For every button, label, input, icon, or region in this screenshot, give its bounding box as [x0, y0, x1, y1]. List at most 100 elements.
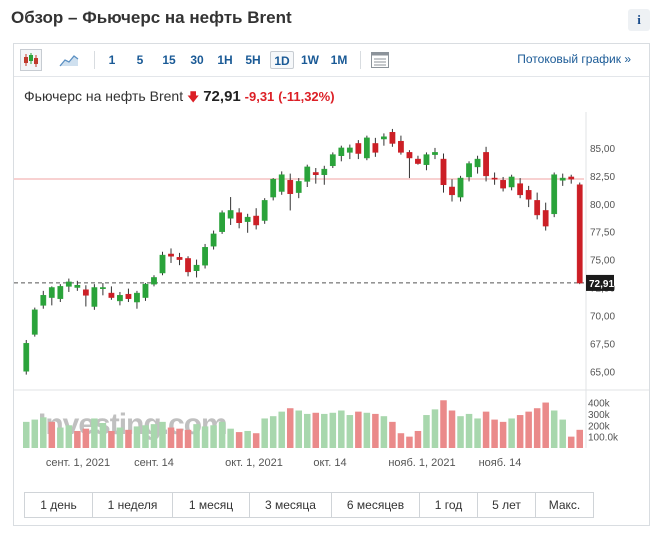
- current-price-badge: [586, 274, 614, 291]
- candle-body: [483, 152, 489, 177]
- volume-bar: [278, 411, 285, 448]
- volume-bar: [116, 427, 124, 448]
- volume-bar: [48, 421, 56, 448]
- candle-body: [193, 264, 200, 272]
- page-title: Обзор – Фьючерс на нефть Brent: [11, 8, 292, 27]
- candle-body: [372, 143, 379, 153]
- volume-bar: [576, 429, 583, 448]
- info-button[interactable]: i: [628, 9, 650, 31]
- period-1-month[interactable]: 1 месяц: [173, 493, 250, 517]
- volume-bar: [329, 412, 337, 448]
- volume-bar: [338, 410, 345, 448]
- period-1-week[interactable]: 1 неделя: [93, 493, 173, 517]
- volume-tick-label: 200k: [588, 421, 611, 432]
- volume-bar: [201, 426, 209, 448]
- candle-body: [381, 136, 387, 140]
- volume-bar: [542, 402, 549, 448]
- volume-bar: [397, 433, 405, 448]
- volume-bar: [218, 421, 226, 448]
- volume-bar: [465, 413, 473, 448]
- volume-bar: [389, 421, 396, 448]
- volume-bar: [31, 419, 39, 448]
- candle-body: [227, 210, 234, 219]
- volume-bar: [431, 409, 439, 448]
- volume-bar: [474, 418, 481, 448]
- timeframe-5[interactable]: 5: [136, 53, 144, 67]
- candle-body: [278, 174, 285, 192]
- volume-bar: [491, 419, 498, 448]
- candle-body: [82, 289, 89, 296]
- volume-bar: [414, 430, 422, 448]
- timeframe-30[interactable]: 30: [190, 53, 204, 67]
- timeframe-1d[interactable]: 1D: [270, 51, 294, 69]
- y-tick-label: 65,00: [590, 367, 615, 378]
- price-change: -9,31: [244, 89, 275, 104]
- candle-body: [551, 174, 558, 215]
- volume-bar: [235, 432, 243, 448]
- timeframe-1[interactable]: 1: [108, 53, 116, 67]
- volume-bar: [133, 426, 141, 448]
- volume-bar: [516, 415, 524, 448]
- volume-bar: [176, 428, 183, 448]
- volume-bar: [252, 433, 260, 448]
- volume-bar: [74, 430, 81, 448]
- period-max[interactable]: Макс.: [548, 498, 581, 512]
- volume-bar: [448, 410, 456, 448]
- timeframe-15[interactable]: 15: [162, 53, 176, 67]
- volume-bar: [23, 421, 30, 448]
- last-price: 72,91: [203, 88, 241, 105]
- period-1-day[interactable]: 1 день: [25, 493, 93, 517]
- timeframe-1w[interactable]: 1W: [301, 53, 319, 67]
- candle-body: [432, 152, 438, 155]
- period-3-months[interactable]: 3 месяца: [250, 493, 332, 517]
- candle-body: [338, 147, 345, 156]
- streaming-chart-link[interactable]: Потоковый график »: [517, 52, 631, 66]
- period-6-months[interactable]: 6 месяцев: [332, 493, 420, 517]
- volume-bar: [423, 415, 430, 448]
- timeframe-5h[interactable]: 5H: [245, 53, 261, 67]
- volume-bar: [150, 424, 158, 448]
- candle-body: [176, 257, 183, 260]
- candle-body: [440, 158, 447, 186]
- volume-bar: [244, 430, 251, 448]
- period-1-year[interactable]: 1 год: [420, 493, 478, 517]
- candle-body: [125, 293, 132, 299]
- candle-body: [449, 186, 455, 196]
- y-tick-label: 80,00: [590, 200, 615, 211]
- volume-bar: [65, 425, 73, 448]
- area-chart-icon[interactable]: [58, 49, 80, 71]
- volume-bar: [142, 425, 149, 448]
- volume-bar: [227, 428, 234, 448]
- y-tick-label: 82,50: [590, 172, 615, 183]
- price-chart[interactable]: 85,0082,5080,0077,5075,0072,5070,0067,50…: [14, 112, 649, 482]
- candle-body: [31, 309, 38, 335]
- volume-bar: [499, 421, 507, 448]
- candle-body: [48, 287, 55, 298]
- y-tick-label: 85,00: [590, 144, 615, 155]
- timeframe-1h[interactable]: 1H: [217, 53, 233, 67]
- candle-body: [40, 295, 47, 306]
- table-view-icon[interactable]: [369, 49, 391, 71]
- candle-body: [576, 184, 583, 284]
- volume-bar: [372, 413, 379, 448]
- candle-body: [312, 172, 319, 175]
- candlestick-chart-icon[interactable]: [20, 49, 42, 71]
- x-tick-label: сент. 14: [134, 457, 174, 469]
- candle-body: [406, 152, 413, 159]
- x-tick-label: окт. 1, 2021: [225, 457, 283, 469]
- x-tick-label: нояб. 14: [479, 457, 522, 469]
- y-tick-label: 67,50: [590, 339, 615, 350]
- candle-body: [500, 180, 506, 189]
- timeframe-1m[interactable]: 1M: [330, 53, 348, 67]
- volume-bar: [184, 429, 192, 448]
- toolbar-divider: [94, 51, 95, 69]
- candle-body: [134, 292, 140, 303]
- candle-body: [236, 212, 243, 223]
- volume-bar: [380, 416, 388, 448]
- period-5-years[interactable]: 5 лет: [478, 493, 536, 517]
- quote-summary: Фьючерс на нефть Brent 🡇 72,91 -9,31 (-1…: [24, 88, 335, 109]
- candle-body: [91, 287, 98, 307]
- volume-bar: [525, 411, 532, 448]
- period-selector: 1 день 1 неделя 1 месяц 3 месяца 6 месяц…: [24, 492, 594, 518]
- candle-body: [525, 190, 532, 200]
